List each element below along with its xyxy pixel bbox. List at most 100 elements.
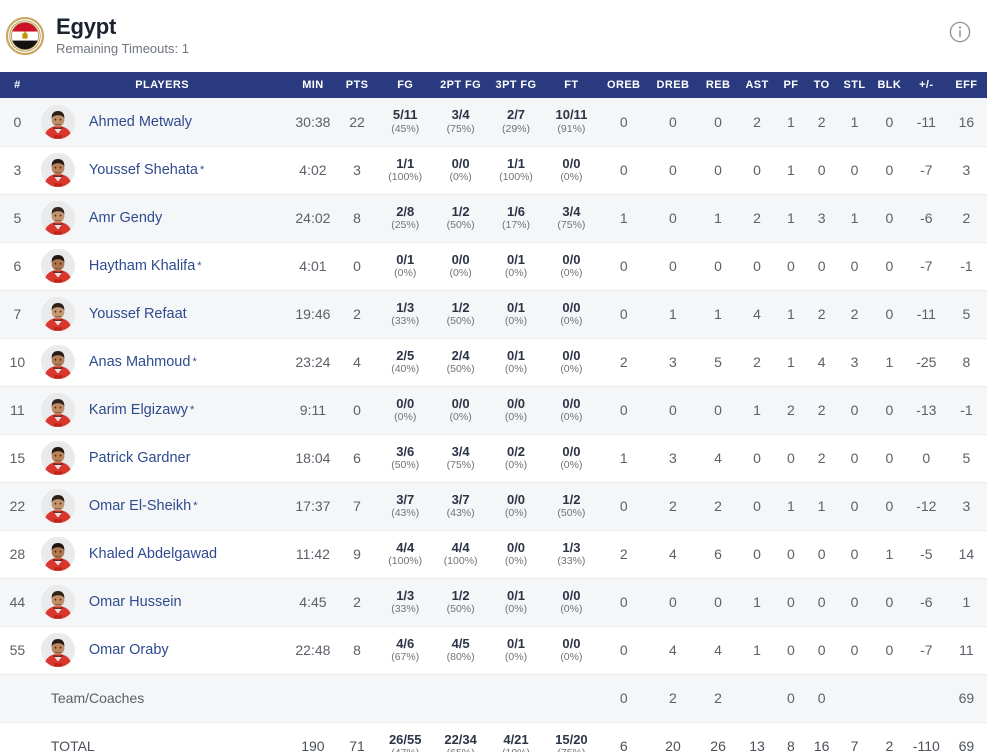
player-cell[interactable]: Anas Mahmoud *	[34, 338, 290, 387]
stat-pf: 1	[775, 338, 807, 387]
player-name-link[interactable]: Youssef Refaat	[88, 306, 187, 322]
player-name-link[interactable]: Karim Elgizawy	[88, 402, 188, 418]
stat-pf: 1	[775, 290, 807, 339]
col-header-dreb[interactable]: DREB	[648, 72, 698, 98]
player-name-link[interactable]: Omar El-Sheikh	[88, 498, 192, 514]
free-throw-pct: (33%)	[557, 555, 586, 568]
free-throw-pct: (75%)	[557, 219, 586, 232]
player-name-link[interactable]: Omar Hussein	[88, 594, 182, 610]
stat-ast: 1	[738, 578, 776, 627]
stat-to: 0	[806, 530, 838, 579]
field-goals: 3/6 (50%)	[377, 434, 433, 483]
player-cell[interactable]: Haytham Khalifa *	[34, 242, 290, 291]
player-cell[interactable]: Omar Hussein	[34, 578, 290, 627]
field-goal-pct: (0%)	[394, 411, 417, 424]
col-header-blk[interactable]: BLK	[871, 72, 907, 98]
col-header-to[interactable]: TO	[806, 72, 838, 98]
points: 2	[336, 290, 378, 339]
col-header-reb[interactable]: REB	[697, 72, 739, 98]
info-circle-icon[interactable]	[949, 21, 971, 43]
stat-eff: -1	[945, 242, 987, 291]
player-name-link[interactable]: Patrick Gardner	[88, 450, 191, 466]
total-plus-minus: -110	[906, 722, 946, 752]
col-header-plus-minus[interactable]: +/-	[906, 72, 946, 98]
col-header-ft[interactable]: FT	[543, 72, 600, 98]
starter-indicator: *	[193, 500, 198, 512]
stat-pf: 0	[775, 434, 807, 483]
stat-eff: 8	[945, 338, 987, 387]
table-row[interactable]: 3 Youssef Shehata * 4:02 3 1/1 (100%) 0/0 (0%) 1/…	[0, 146, 987, 195]
table-row[interactable]: 6 Haytham Khalifa * 4:01 0 0/1 (0%) 0/0 (0%) 0/1(…	[0, 242, 987, 291]
jersey-number: 10	[0, 338, 35, 387]
col-header-eff[interactable]: EFF	[945, 72, 987, 98]
jersey-number: 6	[0, 242, 35, 291]
jersey-number: 55	[0, 626, 35, 675]
player-name-link[interactable]: Khaled Abdelgawad	[88, 546, 218, 562]
player-name-link[interactable]: Omar Oraby	[88, 642, 169, 658]
col-header-pts[interactable]: PTS	[336, 72, 378, 98]
stat-blk: 0	[871, 242, 907, 291]
col-header-2pt-fg[interactable]: 2PT FG	[432, 72, 489, 98]
jersey-number: 22	[0, 482, 35, 531]
player-cell[interactable]: Omar El-Sheikh *	[34, 482, 290, 531]
player-name-link[interactable]: Anas Mahmoud	[88, 354, 191, 370]
two-point-field-goals: 0/0 (0%)	[432, 386, 489, 435]
team-coaches-dreb: 2	[648, 674, 698, 723]
minutes-played: 18:04	[289, 434, 337, 483]
stat-to: 2	[806, 290, 838, 339]
team-coaches-blk	[871, 674, 907, 723]
col-header-stl[interactable]: STL	[837, 72, 872, 98]
player-cell[interactable]: Patrick Gardner	[34, 434, 290, 483]
stat-ast: 2	[738, 338, 776, 387]
player-name-link[interactable]: Youssef Shehata	[88, 162, 198, 178]
stat-plus-minus: -13	[906, 386, 946, 435]
table-row[interactable]: 5 Amr Gendy 24:02 8 2/8 (25%) 1/2 (50%) 1/6 (17%)…	[0, 194, 987, 243]
three-point-pct: (0%)	[504, 267, 528, 280]
stat-plus-minus: -7	[906, 626, 946, 675]
two-point-pct: (50%)	[446, 363, 475, 376]
table-row[interactable]: 28 Khaled Abdelgawad 11:42 9 4/4 (100%) 4/4 (10…	[0, 530, 987, 579]
player-cell[interactable]: Karim Elgizawy *	[34, 386, 290, 435]
col-header-3pt-fg[interactable]: 3PT FG	[488, 72, 544, 98]
field-goals: 1/3 (33%)	[377, 578, 433, 627]
player-cell[interactable]: Amr Gendy	[34, 194, 290, 243]
col-header-min[interactable]: MIN	[289, 72, 337, 98]
table-row[interactable]: 10 Anas Mahmoud * 23:24 4 2/5 (40%) 2/4 (50%) 0/1…	[0, 338, 987, 387]
boxscore-table: # PLAYERS MIN PTS FG 2PT FG 3PT FG FT OR…	[0, 72, 987, 752]
team-coaches-minutes	[289, 674, 337, 723]
table-row[interactable]: 0 Ahmed Metwaly 30:38 22 5/11 (45%) 3/4 (75%) 2/…	[0, 98, 987, 147]
col-header-pf[interactable]: PF	[775, 72, 807, 98]
player-cell[interactable]: Omar Oraby	[34, 626, 290, 675]
table-row[interactable]: 7 Youssef Refaat 19:46 2 1/3 (33%) 1/2 (50%) 0/1…	[0, 290, 987, 339]
table-row[interactable]: 15 Patrick Gardner 18:04 6 3/6 (50%) 3/4 (75%) 0…	[0, 434, 987, 483]
stat-stl: 3	[837, 338, 872, 387]
player-name-link[interactable]: Haytham Khalifa	[88, 258, 196, 274]
total-reb: 26	[697, 722, 739, 752]
stat-reb: 0	[697, 578, 739, 627]
col-header-number[interactable]: #	[0, 72, 35, 98]
table-row[interactable]: 44 Omar Hussein 4:45 2 1/3 (33%) 1/2 (50%) 0/1 (0…	[0, 578, 987, 627]
table-row[interactable]: 55 Omar Oraby 22:48 8 4/6 (67%) 4/5 (80%) 0/1 (0%…	[0, 626, 987, 675]
player-cell[interactable]: Youssef Refaat	[34, 290, 290, 339]
player-avatar	[40, 441, 75, 475]
col-header-players[interactable]: PLAYERS	[34, 72, 290, 98]
field-goals: 2/8 (25%)	[377, 194, 433, 243]
field-goal-pct: (100%)	[388, 171, 423, 184]
player-cell[interactable]: Ahmed Metwaly	[34, 98, 290, 147]
player-name-link[interactable]: Amr Gendy	[88, 210, 163, 226]
two-point-pct: (50%)	[446, 219, 475, 232]
table-row[interactable]: 11 Karim Elgizawy * 9:11 0 0/0 (0%) 0/0 (0%) 0/0(…	[0, 386, 987, 435]
stat-eff: 2	[945, 194, 987, 243]
col-header-fg[interactable]: FG	[377, 72, 433, 98]
table-row[interactable]: 22 Omar El-Sheikh * 17:37 7 3/7 (43%) 3/7 (43%) 0…	[0, 482, 987, 531]
three-point-field-goals: 0/1 (0%)	[488, 338, 544, 387]
col-header-ast[interactable]: AST	[738, 72, 776, 98]
total-label: TOTAL	[34, 722, 290, 752]
col-header-oreb[interactable]: OREB	[599, 72, 649, 98]
stat-reb: 0	[697, 98, 739, 147]
player-cell[interactable]: Youssef Shehata *	[34, 146, 290, 195]
stat-eff: 14	[945, 530, 987, 579]
three-point-field-goals: 0/0 (0%)	[488, 530, 544, 579]
player-name-link[interactable]: Ahmed Metwaly	[88, 113, 193, 130]
player-cell[interactable]: Khaled Abdelgawad	[34, 530, 290, 579]
